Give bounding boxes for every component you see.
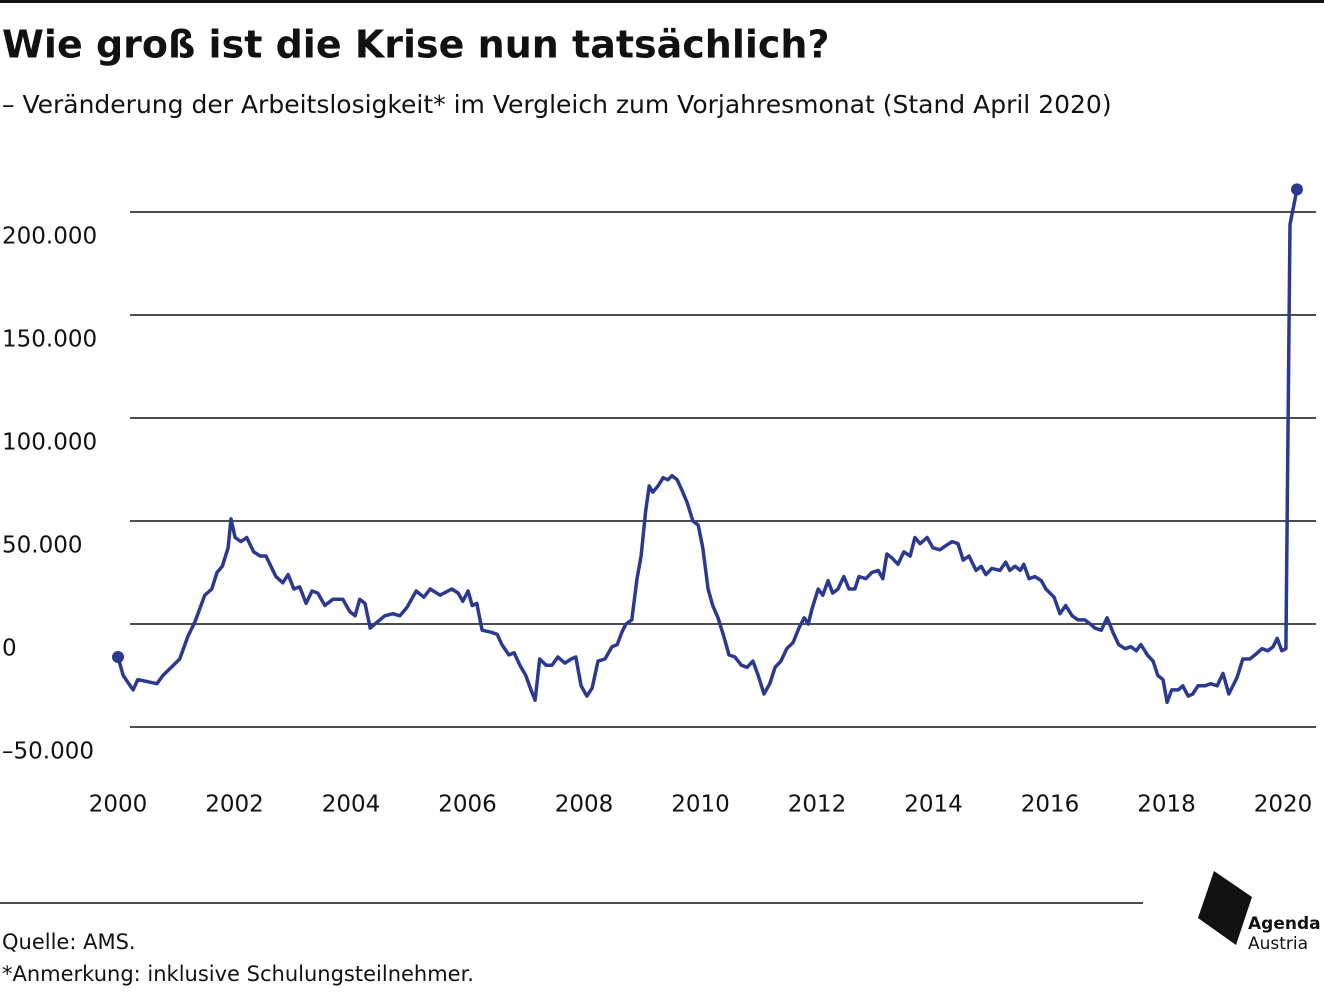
x-tick-label: 2004 bbox=[322, 792, 381, 818]
y-tick-label: 150.000 bbox=[2, 327, 97, 353]
x-tick-label: 2008 bbox=[555, 792, 614, 818]
note: *Anmerkung: inklusive Schulungsteilnehme… bbox=[2, 962, 474, 986]
x-tick-label: 2016 bbox=[1021, 792, 1080, 818]
y-tick-label: –50.000 bbox=[2, 739, 94, 765]
x-tick-label: 2020 bbox=[1254, 792, 1313, 818]
x-tick-label: 2018 bbox=[1137, 792, 1196, 818]
x-tick-label: 2014 bbox=[904, 792, 963, 818]
top-rule bbox=[0, 0, 1324, 3]
x-tick-label: 2012 bbox=[788, 792, 847, 818]
x-tick-label: 2002 bbox=[205, 792, 264, 818]
data-line bbox=[116, 188, 1299, 705]
end-point bbox=[112, 650, 124, 663]
y-tick-label: 200.000 bbox=[2, 224, 97, 250]
logo-shape bbox=[1198, 871, 1252, 945]
source: Quelle: AMS. bbox=[2, 930, 136, 954]
end-point bbox=[1290, 183, 1303, 196]
x-tick-label: 2010 bbox=[671, 792, 730, 818]
x-tick-label: 2000 bbox=[89, 792, 148, 818]
y-tick-label: 50.000 bbox=[2, 533, 82, 559]
chart-subtitle: – Veränderung der Arbeitslosigkeit* im V… bbox=[2, 90, 1112, 119]
logo-text: Austria bbox=[1248, 934, 1308, 954]
logo-text: Agenda bbox=[1248, 914, 1321, 934]
y-tick-label: 0 bbox=[2, 636, 17, 662]
y-tick-label: 100.000 bbox=[2, 430, 97, 456]
x-tick-label: 2006 bbox=[438, 792, 497, 818]
chart-title: Wie groß ist die Krise nun tatsächlich? bbox=[2, 23, 830, 67]
